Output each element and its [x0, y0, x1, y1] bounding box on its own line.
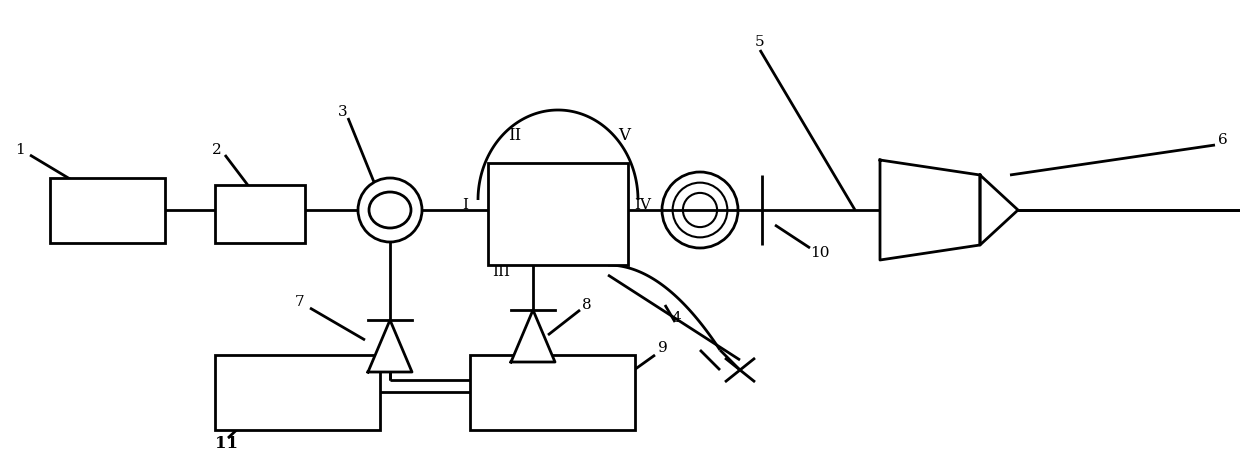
Text: 11: 11 — [215, 435, 238, 452]
Text: IV: IV — [634, 198, 651, 212]
Bar — [215, 355, 379, 430]
Text: 10: 10 — [810, 246, 830, 260]
Text: 6: 6 — [1218, 133, 1228, 147]
Text: 4: 4 — [672, 311, 682, 325]
Circle shape — [358, 178, 422, 242]
Text: 3: 3 — [339, 105, 347, 119]
Text: 7: 7 — [295, 295, 305, 309]
Text: III: III — [492, 265, 510, 279]
Text: V: V — [618, 127, 630, 143]
Polygon shape — [880, 160, 980, 260]
Bar — [489, 163, 627, 265]
Polygon shape — [511, 310, 556, 362]
Text: II: II — [508, 127, 521, 143]
Polygon shape — [980, 175, 1018, 245]
Bar — [50, 178, 165, 243]
Text: 2: 2 — [212, 143, 222, 157]
Text: 5: 5 — [755, 35, 765, 49]
Text: 1: 1 — [15, 143, 25, 157]
Polygon shape — [368, 320, 412, 372]
Text: 9: 9 — [658, 341, 668, 355]
Bar — [470, 355, 635, 430]
Text: 8: 8 — [582, 298, 591, 312]
Bar — [215, 185, 305, 243]
Text: I: I — [463, 198, 467, 212]
